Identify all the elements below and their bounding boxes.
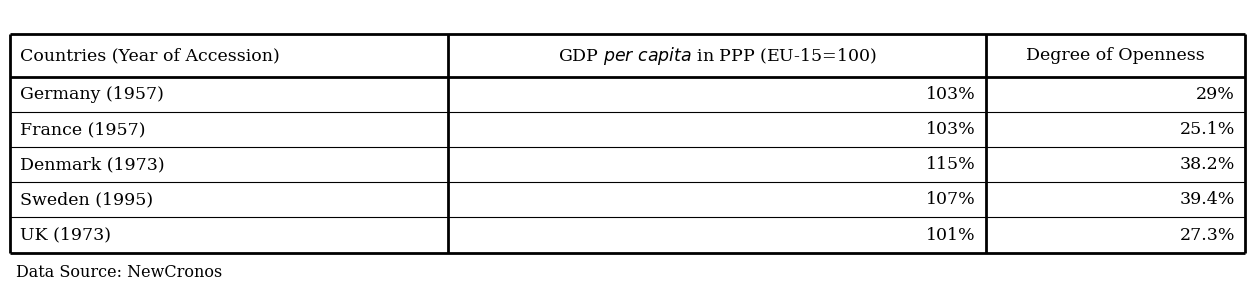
Text: 103%: 103%	[926, 86, 975, 103]
Text: 39.4%: 39.4%	[1180, 191, 1235, 208]
Text: 38.2%: 38.2%	[1180, 156, 1235, 173]
Text: Sweden (1995): Sweden (1995)	[20, 191, 153, 208]
Text: 29%: 29%	[1196, 86, 1235, 103]
Text: France (1957): France (1957)	[20, 121, 146, 138]
Text: Countries (Year of Accession): Countries (Year of Accession)	[20, 47, 280, 64]
Text: 107%: 107%	[926, 191, 975, 208]
Text: 101%: 101%	[926, 226, 975, 243]
Text: UK (1973): UK (1973)	[20, 226, 112, 243]
Text: 103%: 103%	[926, 121, 975, 138]
Text: GDP $\it{per\ capita}$ in PPP (EU-15=100): GDP $\it{per\ capita}$ in PPP (EU-15=100…	[557, 45, 876, 67]
Text: 25.1%: 25.1%	[1180, 121, 1235, 138]
Text: Degree of Openness: Degree of Openness	[1025, 47, 1205, 64]
Text: 115%: 115%	[926, 156, 975, 173]
Text: Germany (1957): Germany (1957)	[20, 86, 164, 103]
Text: Denmark (1973): Denmark (1973)	[20, 156, 164, 173]
Text: Data Source: NewCronos: Data Source: NewCronos	[16, 264, 222, 281]
Text: 27.3%: 27.3%	[1180, 226, 1235, 243]
